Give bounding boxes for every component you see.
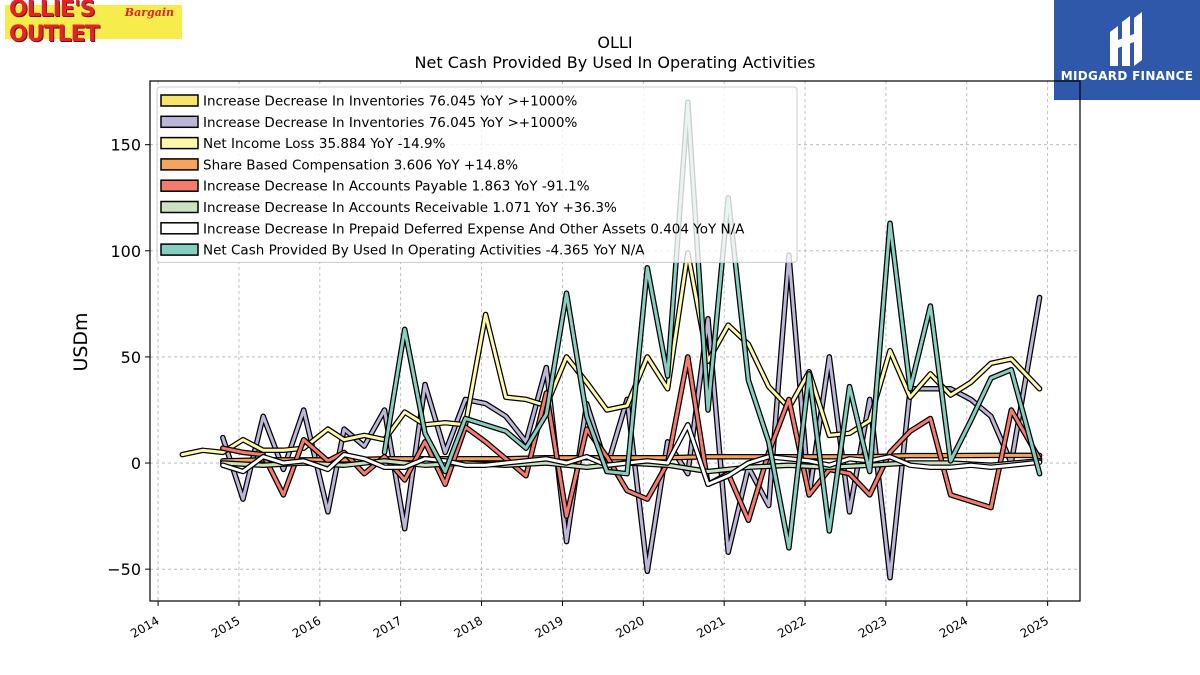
x-tick-label: 2022 — [775, 613, 808, 640]
legend-swatch — [160, 94, 199, 107]
midgard-logo-name: MIDGARD FINANCE — [1060, 69, 1194, 83]
x-tick-label: 2021 — [694, 613, 727, 640]
midgard-finance-logo: MIDGARD FINANCE — [1054, 0, 1200, 100]
series-line — [180, 251, 1042, 457]
legend-item: Increase Decrease In Inventories 76.045 … — [160, 94, 577, 110]
x-tick-label: 2020 — [613, 613, 646, 640]
ollies-logo: OLLIE'S OUTLET Bargain — [5, 0, 182, 47]
legend: Increase Decrease In Inventories 76.045 … — [156, 86, 798, 263]
series-line-outline — [179, 250, 1043, 458]
legend-item: Increase Decrease In Accounts Receivable… — [160, 200, 617, 216]
series-4 — [220, 354, 1043, 524]
legend-item: Increase Decrease In Inventories 76.045 … — [160, 115, 577, 131]
chart-subtitle: Net Cash Provided By Used In Operating A… — [415, 53, 816, 72]
series-line — [383, 100, 1042, 550]
legend-label: Share Based Compensation 3.606 YoY +14.8… — [203, 157, 518, 173]
legend-label: Increase Decrease In Accounts Payable 1.… — [203, 179, 590, 195]
legend-swatch — [160, 222, 199, 235]
legend-label: Increase Decrease In Prepaid Deferred Ex… — [203, 221, 745, 237]
legend-label: Increase Decrease In Accounts Receivable… — [203, 200, 617, 216]
series-layer — [179, 99, 1043, 581]
ollies-logo-subtext: Bargain — [124, 6, 174, 19]
series-2 — [179, 250, 1043, 458]
midgard-mark-icon — [1110, 12, 1142, 66]
legend-item: Net Income Loss 35.884 YoY -14.9% — [160, 136, 446, 152]
y-tick-label: −50 — [107, 560, 141, 579]
legend-swatch — [160, 200, 199, 214]
x-tick-label: 2016 — [290, 613, 323, 640]
chart-title: OLLI — [597, 33, 632, 52]
legend-label: Net Income Loss 35.884 YoY -14.9% — [203, 136, 446, 152]
legend-label: Increase Decrease In Inventories 76.045 … — [203, 115, 577, 131]
legend-swatch — [160, 136, 199, 150]
legend-label: Increase Decrease In Inventories 76.045 … — [203, 94, 577, 110]
series-7 — [381, 99, 1043, 551]
legend-swatch — [160, 179, 199, 192]
plot-frame — [149, 80, 1081, 602]
legend-swatch — [160, 115, 199, 129]
x-tick-label: 2017 — [371, 613, 404, 640]
y-tick-label: 0 — [131, 454, 141, 473]
x-tick-label: 2023 — [856, 613, 889, 640]
ollies-logo-text: OLLIE'S OUTLET — [9, 0, 100, 47]
legend-item: Increase Decrease In Accounts Payable 1.… — [160, 179, 590, 195]
legend-swatch — [160, 243, 199, 256]
y-axis-label: USDm — [70, 312, 92, 371]
legend-item: Net Cash Provided By Used In Operating A… — [160, 243, 645, 259]
x-tick-label: 2018 — [452, 613, 485, 640]
x-tick-label: 2024 — [937, 613, 970, 640]
legend-swatch — [160, 158, 199, 171]
y-tick-label: 100 — [110, 242, 141, 261]
legend-box — [156, 86, 798, 263]
x-tick-label: 2015 — [209, 613, 242, 640]
x-tick-label: 2025 — [1018, 613, 1051, 640]
legend-label: Net Cash Provided By Used In Operating A… — [203, 243, 645, 259]
legend-item: Increase Decrease In Prepaid Deferred Ex… — [160, 221, 745, 237]
y-tick-label: 50 — [121, 348, 141, 367]
legend-item: Share Based Compensation 3.606 YoY +14.8… — [160, 157, 518, 173]
x-tick-label: 2019 — [532, 613, 565, 640]
y-tick-label: 150 — [110, 136, 141, 155]
x-tick-label: 2014 — [128, 613, 161, 640]
series-line — [221, 355, 1042, 522]
